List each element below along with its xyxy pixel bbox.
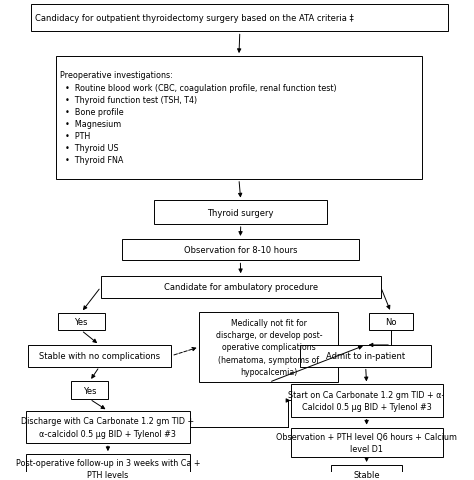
Text: Observation + PTH level Q6 hours + Calcium
level D1: Observation + PTH level Q6 hours + Calci… <box>276 432 457 453</box>
Text: Preoperative investigations:
  •  Routine blood work (CBC, coagulation profile, : Preoperative investigations: • Routine b… <box>60 71 336 165</box>
Bar <box>121 240 359 261</box>
Bar <box>26 454 190 480</box>
Bar <box>291 384 443 417</box>
Text: Stable: Stable <box>353 470 380 479</box>
Text: Observation for 8-10 hours: Observation for 8-10 hours <box>183 246 297 254</box>
Text: Candidate for ambulatory procedure: Candidate for ambulatory procedure <box>164 283 318 292</box>
Bar <box>200 312 338 383</box>
Text: Start on Ca Carbonate 1.2 gm TID + α-
Calcidol 0.5 μg BID + Tylenol #3: Start on Ca Carbonate 1.2 gm TID + α- Ca… <box>288 390 445 411</box>
Text: Discharge with Ca Carbonate 1.2 gm TID +
α-calcidol 0.5 μg BID + Tylenol #3: Discharge with Ca Carbonate 1.2 gm TID +… <box>21 417 194 438</box>
Bar <box>101 276 381 298</box>
Bar <box>155 201 327 225</box>
Bar <box>71 382 109 399</box>
Text: Candidacy for outpatient thyroidectomy surgery based on the ATA criteria ‡: Candidacy for outpatient thyroidectomy s… <box>35 14 354 23</box>
Text: Yes: Yes <box>74 317 88 326</box>
Text: Stable with no complications: Stable with no complications <box>39 351 160 360</box>
Bar <box>56 57 422 180</box>
Text: Admit to in-patient: Admit to in-patient <box>326 351 405 360</box>
Bar <box>300 345 431 367</box>
Bar <box>331 465 402 480</box>
Text: Medically not fit for
discharge, or develop post-
operative complications
(hemat: Medically not fit for discharge, or deve… <box>216 318 322 376</box>
Bar <box>369 313 413 331</box>
Text: Post-operative follow-up in 3 weeks with Ca +
PTH levels: Post-operative follow-up in 3 weeks with… <box>16 458 200 480</box>
Text: No: No <box>385 317 397 326</box>
Bar <box>27 345 171 367</box>
Text: Thyroid surgery: Thyroid surgery <box>208 208 274 217</box>
Bar <box>291 428 443 457</box>
Bar <box>31 5 448 32</box>
Bar <box>26 411 190 444</box>
Text: Yes: Yes <box>83 386 96 395</box>
Bar <box>58 313 105 331</box>
